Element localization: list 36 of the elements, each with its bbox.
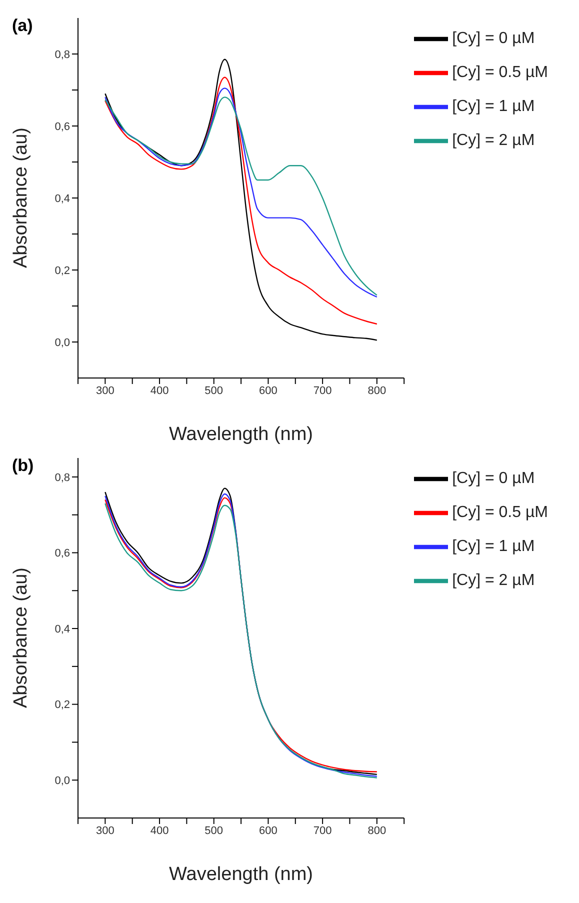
x-tick-label: 500 [204,824,224,837]
legend-label: [Cy] = 0 µM [452,30,535,48]
x-tick-label: 600 [259,384,278,397]
y-tick-label: 0,2 [54,264,70,277]
legend-label: [Cy] = 2 µM [452,572,535,590]
y-tick-label: 0,6 [54,548,70,560]
y-tick-label: 0,0 [54,775,70,788]
y-tick-label: 0,6 [54,120,70,133]
x-tick-label: 700 [313,824,332,837]
y-tick-label: 0,8 [54,48,70,61]
y-tick-label: 0,4 [54,623,70,636]
x-axis-title: Wavelength (nm) [169,424,314,445]
y-tick-label: 0,0 [54,336,70,349]
x-tick-label: 800 [368,824,386,837]
x-tick-label: 500 [204,384,224,397]
x-tick-label: 300 [96,824,114,837]
x-tick-label: 600 [259,824,278,837]
legend-label: [Cy] = 0.5 µM [452,504,548,522]
x-tick-label: 700 [313,384,332,397]
y-tick-label: 0,4 [54,192,70,205]
chart-title: (a) [12,16,33,36]
legend-label: [Cy] = 2 µM [452,132,535,150]
y-tick-label: 0,2 [54,699,70,712]
x-axis-title: Wavelength (nm) [169,864,314,885]
y-axis-title: Absorbance (au) [10,568,32,708]
chart-title: (b) [12,456,34,476]
legend-label: [Cy] = 1 µM [452,98,535,116]
legend-label: [Cy] = 1 µM [452,538,535,556]
x-tick-label: 800 [368,384,386,397]
x-tick-label: 400 [150,824,169,837]
legend-label: [Cy] = 0.5 µM [452,64,548,82]
y-axis-title: Absorbance (au) [10,128,32,268]
x-tick-label: 300 [96,384,114,397]
x-tick-label: 400 [150,384,169,397]
y-tick-label: 0,8 [54,472,70,484]
legend-label: [Cy] = 0 µM [452,470,535,488]
